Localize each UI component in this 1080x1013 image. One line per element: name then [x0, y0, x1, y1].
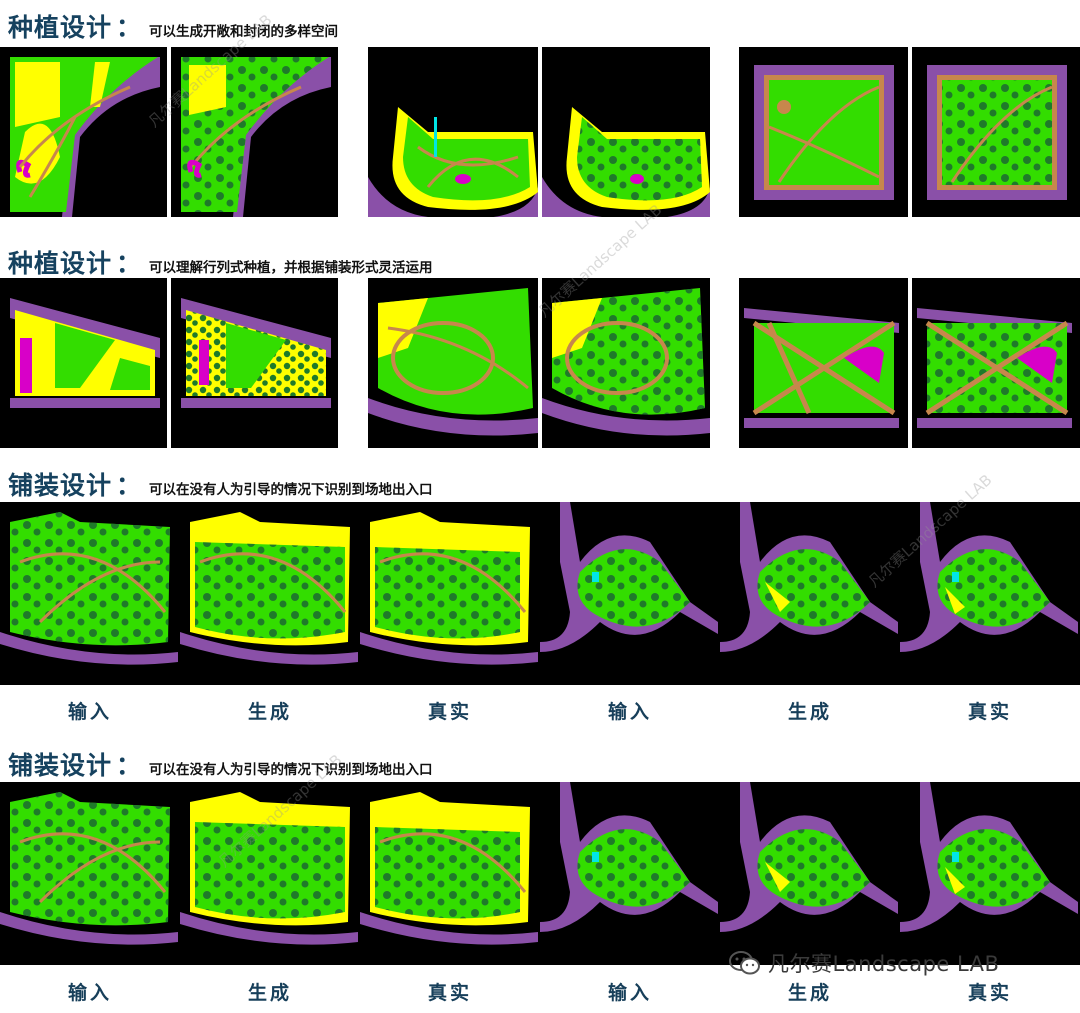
section-subtitle: 可以生成开敞和封闭的多样空间 [149, 24, 339, 40]
section-title-text: 种植设计 [8, 13, 113, 42]
caption-real: 真实 [967, 701, 1012, 723]
caption-generated: 生成 [787, 701, 832, 723]
plan-image-input [368, 278, 538, 448]
plan-image-generated [171, 47, 338, 217]
plan-image-input [0, 278, 167, 448]
panel-group-left [0, 512, 538, 665]
section-2-images [0, 278, 1080, 448]
caption-real: 真实 [967, 982, 1012, 1004]
section-3-images [0, 502, 1080, 685]
caption-input: 输入 [67, 701, 112, 723]
footer-brand: 凡尔赛Landscape LAB [728, 948, 999, 978]
plan-image-generated [171, 278, 338, 448]
caption-input: 输入 [67, 982, 112, 1004]
caption-input: 输入 [607, 701, 652, 723]
plan-image-input [739, 47, 908, 217]
plan-image-input [368, 47, 538, 217]
section-3-title: 铺装设计 ： 可以在没有人为引导的情况下识别到场地出入口 [8, 466, 433, 502]
caption-generated: 生成 [247, 982, 292, 1004]
caption-real: 真实 [427, 701, 472, 723]
plan-image-input [739, 278, 908, 448]
captions-row-4: 输入 生成 真实 输入 生成 真实 [0, 978, 1080, 1008]
section-title-text: 种植设计 [8, 249, 113, 278]
section-1-images [0, 47, 1080, 217]
caption-real: 真实 [427, 982, 472, 1004]
caption-generated: 生成 [787, 982, 832, 1004]
plan-image-generated [542, 47, 710, 217]
section-4-title: 铺装设计 ： 可以在没有人为引导的情况下识别到场地出入口 [8, 746, 433, 782]
section-subtitle: 可以理解行列式种植，并根据铺装形式灵活运用 [149, 260, 433, 276]
section-4-images [0, 782, 1080, 965]
section-title-text: 铺装设计 [8, 751, 113, 780]
wechat-icon [729, 951, 760, 975]
plan-image-input [0, 47, 167, 217]
caption-generated: 生成 [247, 701, 292, 723]
section-subtitle: 可以在没有人为引导的情况下识别到场地出入口 [149, 482, 433, 498]
footer-brand-text: 凡尔赛Landscape LAB [768, 952, 1000, 976]
plan-image-generated [542, 278, 710, 448]
caption-input: 输入 [607, 982, 652, 1004]
captions-row-3: 输入 生成 真实 输入 生成 真实 [0, 697, 1080, 727]
section-1-title: 种植设计 ： 可以生成开敞和封闭的多样空间 [8, 8, 338, 44]
section-2-title: 种植设计 ： 可以理解行列式种植，并根据铺装形式灵活运用 [8, 244, 433, 280]
section-subtitle: 可以在没有人为引导的情况下识别到场地出入口 [149, 762, 433, 778]
plan-image-generated [912, 47, 1080, 217]
section-title-text: 铺装设计 [8, 471, 113, 500]
panel-group-right [540, 502, 1078, 652]
plan-image-generated [912, 278, 1080, 448]
